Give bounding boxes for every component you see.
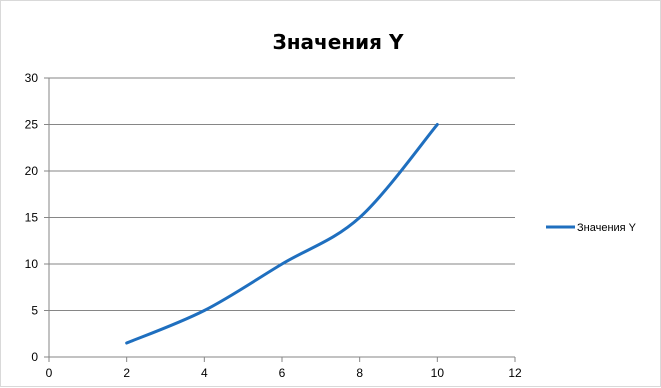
y-tick-label-10: 10 — [25, 257, 39, 271]
x-tick-label-10: 10 — [431, 366, 445, 380]
y-axis-ticks: 0 5 10 15 20 25 30 — [25, 71, 49, 364]
y-tick-label-15: 15 — [25, 211, 39, 225]
y-tick-label-25: 25 — [25, 118, 39, 132]
x-tick-label-0: 0 — [46, 366, 53, 380]
legend-label: Значения Y — [577, 222, 637, 234]
y-tick-label-20: 20 — [25, 164, 39, 178]
x-tick-label-2: 2 — [123, 366, 130, 380]
y-tick-label-5: 5 — [31, 304, 38, 318]
x-tick-label-8: 8 — [356, 366, 363, 380]
series-group — [125, 123, 439, 345]
gridlines — [49, 77, 515, 311]
chart-title: Значения Y — [273, 30, 404, 54]
y-tick-label-0: 0 — [31, 350, 38, 364]
x-tick-label-6: 6 — [279, 366, 286, 380]
legend: Значения Y — [546, 222, 637, 234]
x-tick-label-4: 4 — [201, 366, 208, 380]
y-tick-label-30: 30 — [25, 71, 39, 85]
series-line-0 — [125, 123, 439, 345]
x-axis-ticks: 0 2 4 6 8 10 12 — [46, 357, 522, 380]
x-tick-label-12: 12 — [508, 366, 522, 380]
